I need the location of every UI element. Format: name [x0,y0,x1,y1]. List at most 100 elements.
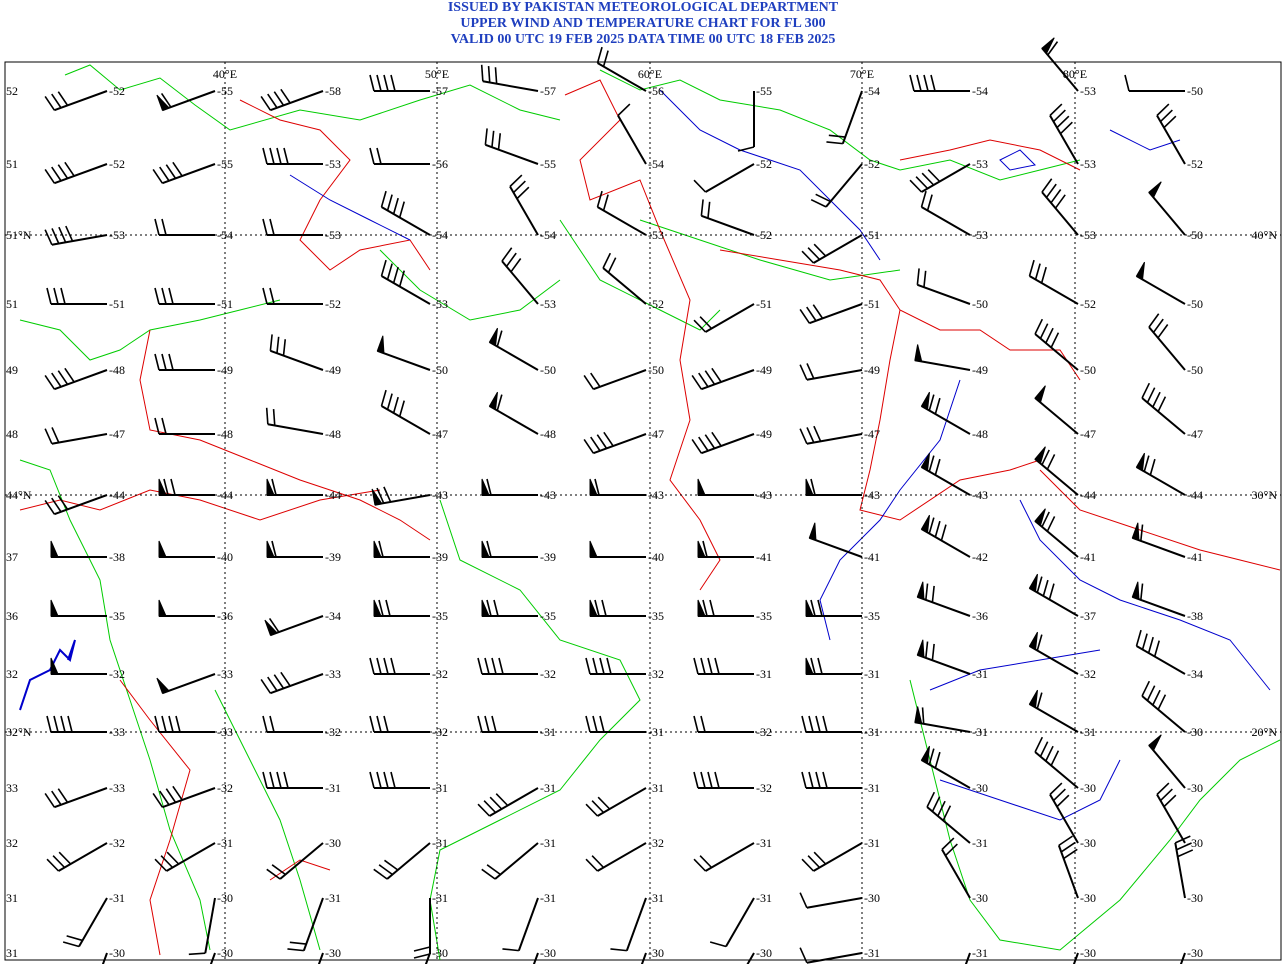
temperature-label: -50 [1080,363,1096,377]
wind-barb [373,599,430,617]
temperature-label: -49 [325,363,341,377]
wind-barb [799,363,863,381]
temperature-label: -53 [325,228,341,242]
border-line [139,329,431,541]
temperature-label: -58 [325,84,341,98]
temperature-label: -52 [109,84,125,98]
temperature-label: -30 [1187,781,1203,795]
wind-barb [941,837,971,899]
border-line [564,79,721,591]
wind-barb [585,787,647,817]
wind-barb [693,771,754,789]
wind-barb [481,599,538,617]
wind-barb [488,327,539,371]
wind-barb [62,897,108,948]
wind-barb [1135,452,1186,496]
temperature-label: -33 [325,667,341,681]
wind-barb [380,389,431,435]
wind-barb [801,842,863,872]
wind-barb [371,486,431,506]
wind-barb [585,842,647,872]
wind-barb [1131,522,1186,558]
latitude-label: 40°N [1252,228,1278,242]
longitude-label: 50°E [425,67,449,81]
temperature-label: -43 [648,488,664,502]
wind-barb [101,952,108,964]
wind-barb [154,287,215,305]
wind-barb [266,478,323,496]
temperature-label: -49 [756,427,772,441]
wind-barb [1049,103,1079,165]
wind-barb [502,897,539,952]
temperature-label: -31 [864,946,880,960]
wind-barb [746,952,755,964]
wind-barb [1034,385,1079,435]
wind-barb [269,334,324,371]
left-axis-label: 52 [6,84,18,98]
longitude-label: 40°E [213,67,237,81]
temperature-label: -50 [1187,84,1203,98]
wind-barb [509,174,539,236]
wind-barb [1148,734,1186,789]
wind-barb [46,842,108,872]
wind-barb [1028,689,1079,733]
wind-barb [810,163,863,208]
wind-barb [1174,835,1194,899]
temperature-label: -53 [109,228,125,242]
wind-barb [926,791,971,844]
temperature-label: -30 [972,781,988,795]
border-line [269,859,331,881]
wind-barb [369,147,430,165]
wind-barb [596,190,647,236]
temperature-label: -33 [217,725,233,739]
wind-barb [693,842,755,872]
wind-barb [589,599,646,617]
wind-barb [262,287,323,305]
wind-barb [188,897,216,956]
wind-barb [916,639,971,675]
wind-barb [610,897,647,952]
wind-barb [481,478,538,496]
wind-barb [1049,782,1079,844]
wind-barb [916,268,971,305]
wind-barb [920,391,971,435]
temperature-label: -30 [864,891,880,905]
temperature-label: -30 [1080,836,1096,850]
wind-barb [481,540,538,558]
wind-barb [376,335,431,371]
temperature-label: -48 [325,427,341,441]
temperature-label: -47 [432,427,448,441]
temperature-label: -35 [540,609,556,623]
wind-barb [1034,736,1079,789]
wind-barb [914,344,971,371]
wind-barb [262,218,323,236]
wind-barb [585,715,646,733]
wind-barb [477,787,539,817]
wind-barb [260,671,324,695]
wind-barb [693,715,754,733]
wind-barb [44,787,108,809]
wind-barb [1034,446,1079,496]
temperature-label: -40 [648,550,664,564]
wind-barb [50,540,107,558]
wind-barb [44,90,108,112]
wind-barb [154,353,215,371]
river-line [999,149,1037,171]
temperature-label: -31 [540,725,556,739]
temperature-label: -54 [432,228,448,242]
temperature-label: -43 [864,488,880,502]
left-axis-label: 31 [6,891,18,905]
wind-barb [805,478,862,496]
wind-barb [158,478,215,496]
wind-barb [920,514,971,558]
wind-barb [799,947,863,964]
temperature-label: -54 [540,228,556,242]
temperature-label: -30 [540,946,556,960]
wind-barb [697,478,754,496]
temperature-label: -51 [217,297,233,311]
wind-barb [156,673,216,695]
wind-barb [1057,835,1079,899]
wind-barb [152,161,216,185]
temperature-label: -31 [864,725,880,739]
temperature-label: -50 [1187,297,1203,311]
